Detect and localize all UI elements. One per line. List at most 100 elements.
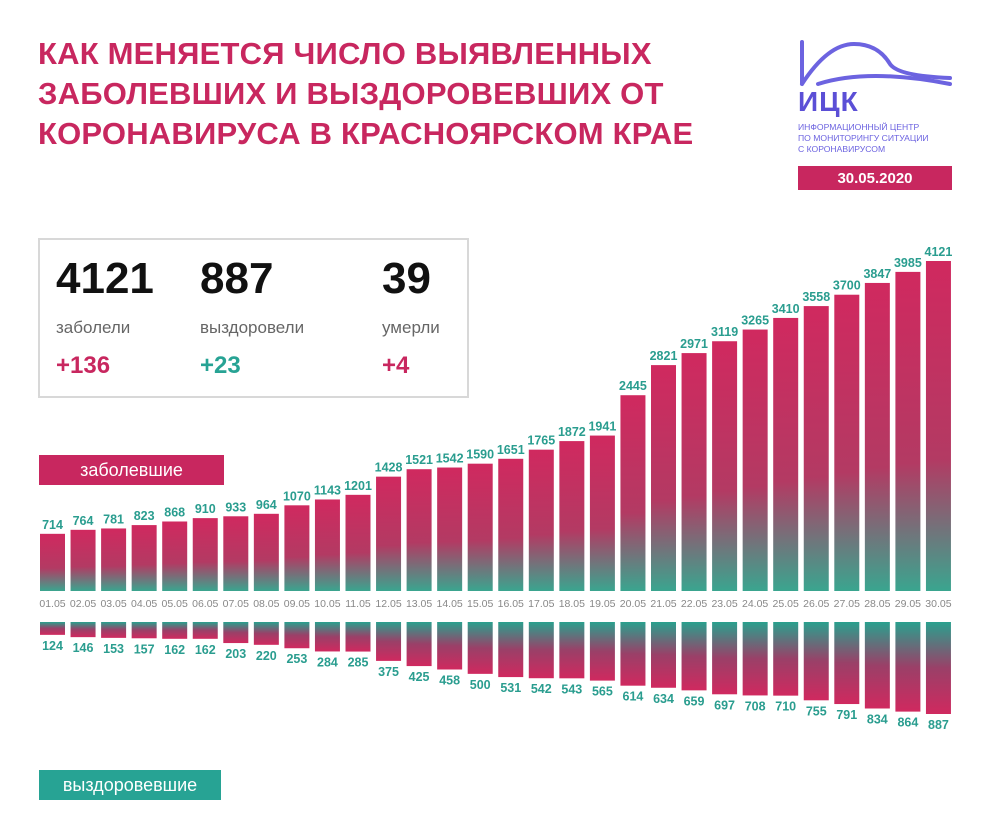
date-label: 20.05	[620, 598, 646, 610]
sick-bar	[406, 469, 432, 591]
title-line-1: Как меняется число выявленных	[38, 36, 652, 71]
stat-sick-value: 4121	[56, 254, 154, 303]
recovered-value-label: 659	[684, 694, 705, 708]
sick-value-label: 3119	[711, 325, 738, 339]
recovered-bar	[467, 622, 493, 674]
stat-sick: 4121 заболели +136	[56, 254, 154, 380]
sick-bar	[803, 306, 829, 591]
sick-value-label: 1590	[466, 448, 494, 462]
sick-bar	[376, 476, 402, 591]
date-label: 05.05	[162, 598, 188, 610]
recovered-value-label: 425	[409, 670, 430, 684]
date-label: 23.05	[711, 598, 737, 610]
recovered-value-label: 565	[592, 685, 613, 699]
recovered-value-label: 887	[928, 718, 949, 732]
date-labels: 01.05 02.05 03.05 04.05 05.05 06.05 07.05 08.05…	[39, 598, 951, 610]
sick-value-label: 3700	[833, 279, 861, 293]
date-label: 16.05	[498, 598, 524, 610]
stat-dead-value: 39	[382, 254, 431, 303]
recovered-bar	[253, 622, 279, 645]
recovered-bar	[314, 622, 340, 652]
recovered-value-label: 864	[897, 716, 918, 730]
recovered-value-label: 708	[745, 699, 766, 713]
stat-recovered-delta: +23	[200, 352, 241, 379]
recovered-value-label: 203	[225, 647, 246, 661]
sick-value-label: 1651	[497, 443, 525, 457]
date-label: 15.05	[467, 598, 493, 610]
sick-bar	[101, 528, 127, 591]
sick-bar	[559, 441, 585, 591]
sick-value-label: 868	[164, 505, 185, 519]
sick-bar	[620, 395, 646, 591]
recovered-value-label: 284	[317, 655, 338, 669]
sick-bar	[528, 449, 554, 591]
stat-sick-delta: +136	[56, 352, 111, 379]
recovered-value-label: 634	[653, 692, 674, 706]
recovered-bars	[40, 622, 951, 714]
date-label: 13.05	[406, 598, 432, 610]
title-line-2: заболевших и выздоровевших от	[38, 76, 664, 111]
legend-sick: заболевшие	[39, 455, 224, 485]
date-label: 03.05	[100, 598, 126, 610]
date-label: 24.05	[742, 598, 768, 610]
recovered-bar	[498, 622, 524, 678]
recovered-bar	[559, 622, 585, 679]
stat-dead: 39 умерли +4	[382, 254, 440, 380]
sick-value-label: 910	[195, 502, 216, 516]
sick-value-label: 964	[256, 498, 277, 512]
sick-bar	[681, 353, 707, 591]
sick-value-label: 1872	[558, 425, 586, 439]
date-label: 09.05	[284, 598, 310, 610]
sick-bar	[253, 513, 279, 591]
sick-bar	[834, 294, 860, 591]
recovered-bar	[895, 622, 921, 712]
recovered-value-label: 124	[42, 639, 63, 653]
date-badge: 30.05.2020	[798, 166, 952, 190]
recovered-bar	[864, 622, 890, 709]
date-label: 17.05	[528, 598, 554, 610]
recovered-value-label: 614	[623, 690, 644, 704]
logo-subtitle: информационный центр по мониторингу ситу…	[798, 122, 954, 155]
recovered-value-label: 220	[256, 649, 277, 663]
sick-bar	[192, 518, 218, 591]
recovered-bar	[620, 622, 646, 686]
sick-bar	[437, 467, 463, 591]
date-label: 18.05	[559, 598, 585, 610]
sick-labels: 714 764 781 823 868 910 933 964 1070 1143 12011428…	[42, 245, 952, 532]
recovered-bar	[406, 622, 432, 667]
recovered-value-label: 375	[378, 665, 399, 679]
date-label: 06.05	[192, 598, 218, 610]
sick-bars	[40, 261, 951, 591]
date-label: 04.05	[131, 598, 157, 610]
sick-bar	[467, 463, 493, 591]
stat-recovered-value: 887	[200, 254, 274, 303]
sick-value-label: 933	[225, 500, 246, 514]
title-line-3: коронавируса в Красноярском крае	[38, 116, 694, 151]
sick-value-label: 714	[42, 518, 63, 532]
sick-value-label: 1765	[527, 434, 555, 448]
sick-value-label: 1428	[375, 461, 403, 475]
recovered-value-label: 162	[164, 643, 185, 657]
sick-bar	[70, 529, 96, 591]
date-label: 29.05	[895, 598, 921, 610]
sick-value-label: 823	[134, 509, 155, 523]
sick-bar	[314, 499, 340, 591]
logo-sub-line-2: по мониторингу ситуации	[798, 133, 929, 143]
date-label: 02.05	[70, 598, 96, 610]
recovered-value-label: 162	[195, 643, 216, 657]
logo: ИЦК информационный центр по мониторингу …	[798, 40, 954, 155]
sick-value-label: 3265	[741, 314, 769, 328]
date-label: 19.05	[589, 598, 615, 610]
recovered-bar	[925, 622, 951, 714]
sick-value-label: 781	[103, 512, 124, 526]
sick-value-label: 1070	[283, 489, 311, 503]
sick-bar	[742, 329, 768, 591]
recovered-bar	[712, 622, 738, 695]
recovered-bar	[803, 622, 829, 701]
sick-value-label: 764	[73, 514, 94, 528]
stat-dead-delta: +4	[382, 352, 410, 379]
sick-bar	[498, 458, 524, 591]
logo-name: ИЦК	[798, 86, 859, 117]
sick-value-label: 2445	[619, 379, 647, 393]
sick-value-label: 3985	[894, 256, 922, 270]
